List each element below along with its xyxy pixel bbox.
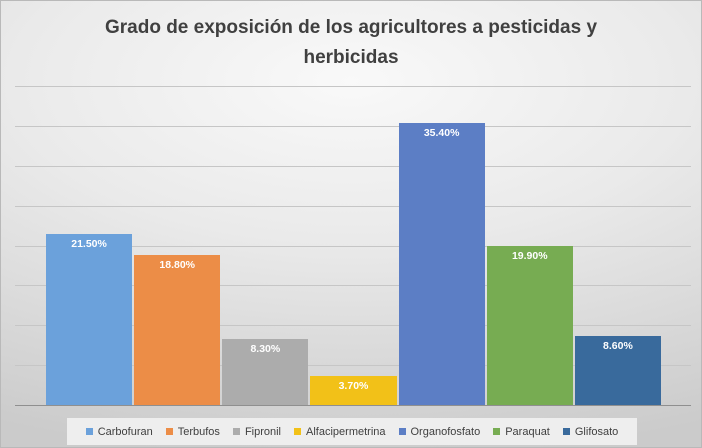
- legend-item-fipronil: Fipronil: [232, 425, 282, 438]
- legend-item-alfacipermetrina: Alfacipermetrina: [294, 425, 386, 438]
- bar-organofosfato: 35.40%: [398, 122, 485, 405]
- legend-item-terbufos: Terbufos: [165, 425, 220, 438]
- legend-label: Organofosfato: [410, 425, 481, 438]
- data-label-organofosfato: 35.40%: [423, 126, 460, 139]
- data-label-glifosato: 8.60%: [603, 340, 633, 353]
- gridline: [15, 285, 691, 287]
- gridline: [15, 325, 691, 327]
- legend-item-glifosato: Glifosato: [562, 425, 619, 438]
- gridline: [15, 86, 691, 87]
- plot-area: 21.50% 18.80% 8.30% 3.70% 35.40% 19.90% 8.60%: [15, 86, 691, 406]
- gridline: [15, 365, 691, 367]
- legend: Carbofuran Terbufos Fipronil Alfacipermetri…: [67, 418, 637, 445]
- legend-label: Glifosato: [574, 425, 619, 438]
- legend-marker-icon: [85, 428, 93, 435]
- x-axis-line: [15, 405, 691, 406]
- gridline: [15, 125, 691, 127]
- legend-label: Carbofuran: [97, 425, 153, 438]
- legend-label: Terbufos: [177, 425, 220, 438]
- legend-label: Paraquat: [505, 425, 550, 438]
- bars: 21.50% 18.80% 8.30% 3.70% 35.40% 19.90% 8.60%: [46, 86, 661, 405]
- chart-title: Grado de exposición de los agricultores …: [104, 17, 598, 68]
- legend-marker-icon: [493, 428, 501, 435]
- legend-item-paraquat: Paraquat: [493, 426, 550, 438]
- bar-alfacipermetrina: 3.70%: [310, 375, 397, 405]
- data-label-fipronil: 8.30%: [250, 342, 281, 355]
- legend-label: Fipronil: [244, 425, 282, 438]
- gridline: [15, 205, 691, 207]
- legend-item-organofosfato: Organofosfato: [398, 425, 481, 438]
- legend-marker-icon: [398, 428, 406, 435]
- data-label-terbufos: 18.80%: [159, 259, 196, 272]
- legend-marker-icon: [165, 428, 173, 435]
- bar-paraquat: 19.90%: [486, 246, 573, 405]
- legend-marker-icon: [294, 428, 302, 435]
- legend-marker-icon: [562, 428, 570, 435]
- bar-fipronil: 8.30%: [222, 338, 309, 405]
- bar-terbufos: 18.80%: [134, 255, 221, 405]
- legend-marker-icon: [232, 428, 240, 435]
- data-label-paraquat: 19.90%: [511, 250, 548, 263]
- data-label-alfacipermetrina: 3.70%: [338, 379, 369, 392]
- gridline: [15, 165, 691, 167]
- legend-label: Alfacipermetrina: [306, 425, 386, 438]
- bar-carbofuran: 21.50%: [46, 233, 133, 405]
- gridline: [15, 245, 691, 247]
- legend-item-carbofuran: Carbofuran: [85, 425, 153, 438]
- data-label-carbofuran: 21.50%: [71, 237, 107, 250]
- bar-glifosato: 8.60%: [574, 336, 661, 405]
